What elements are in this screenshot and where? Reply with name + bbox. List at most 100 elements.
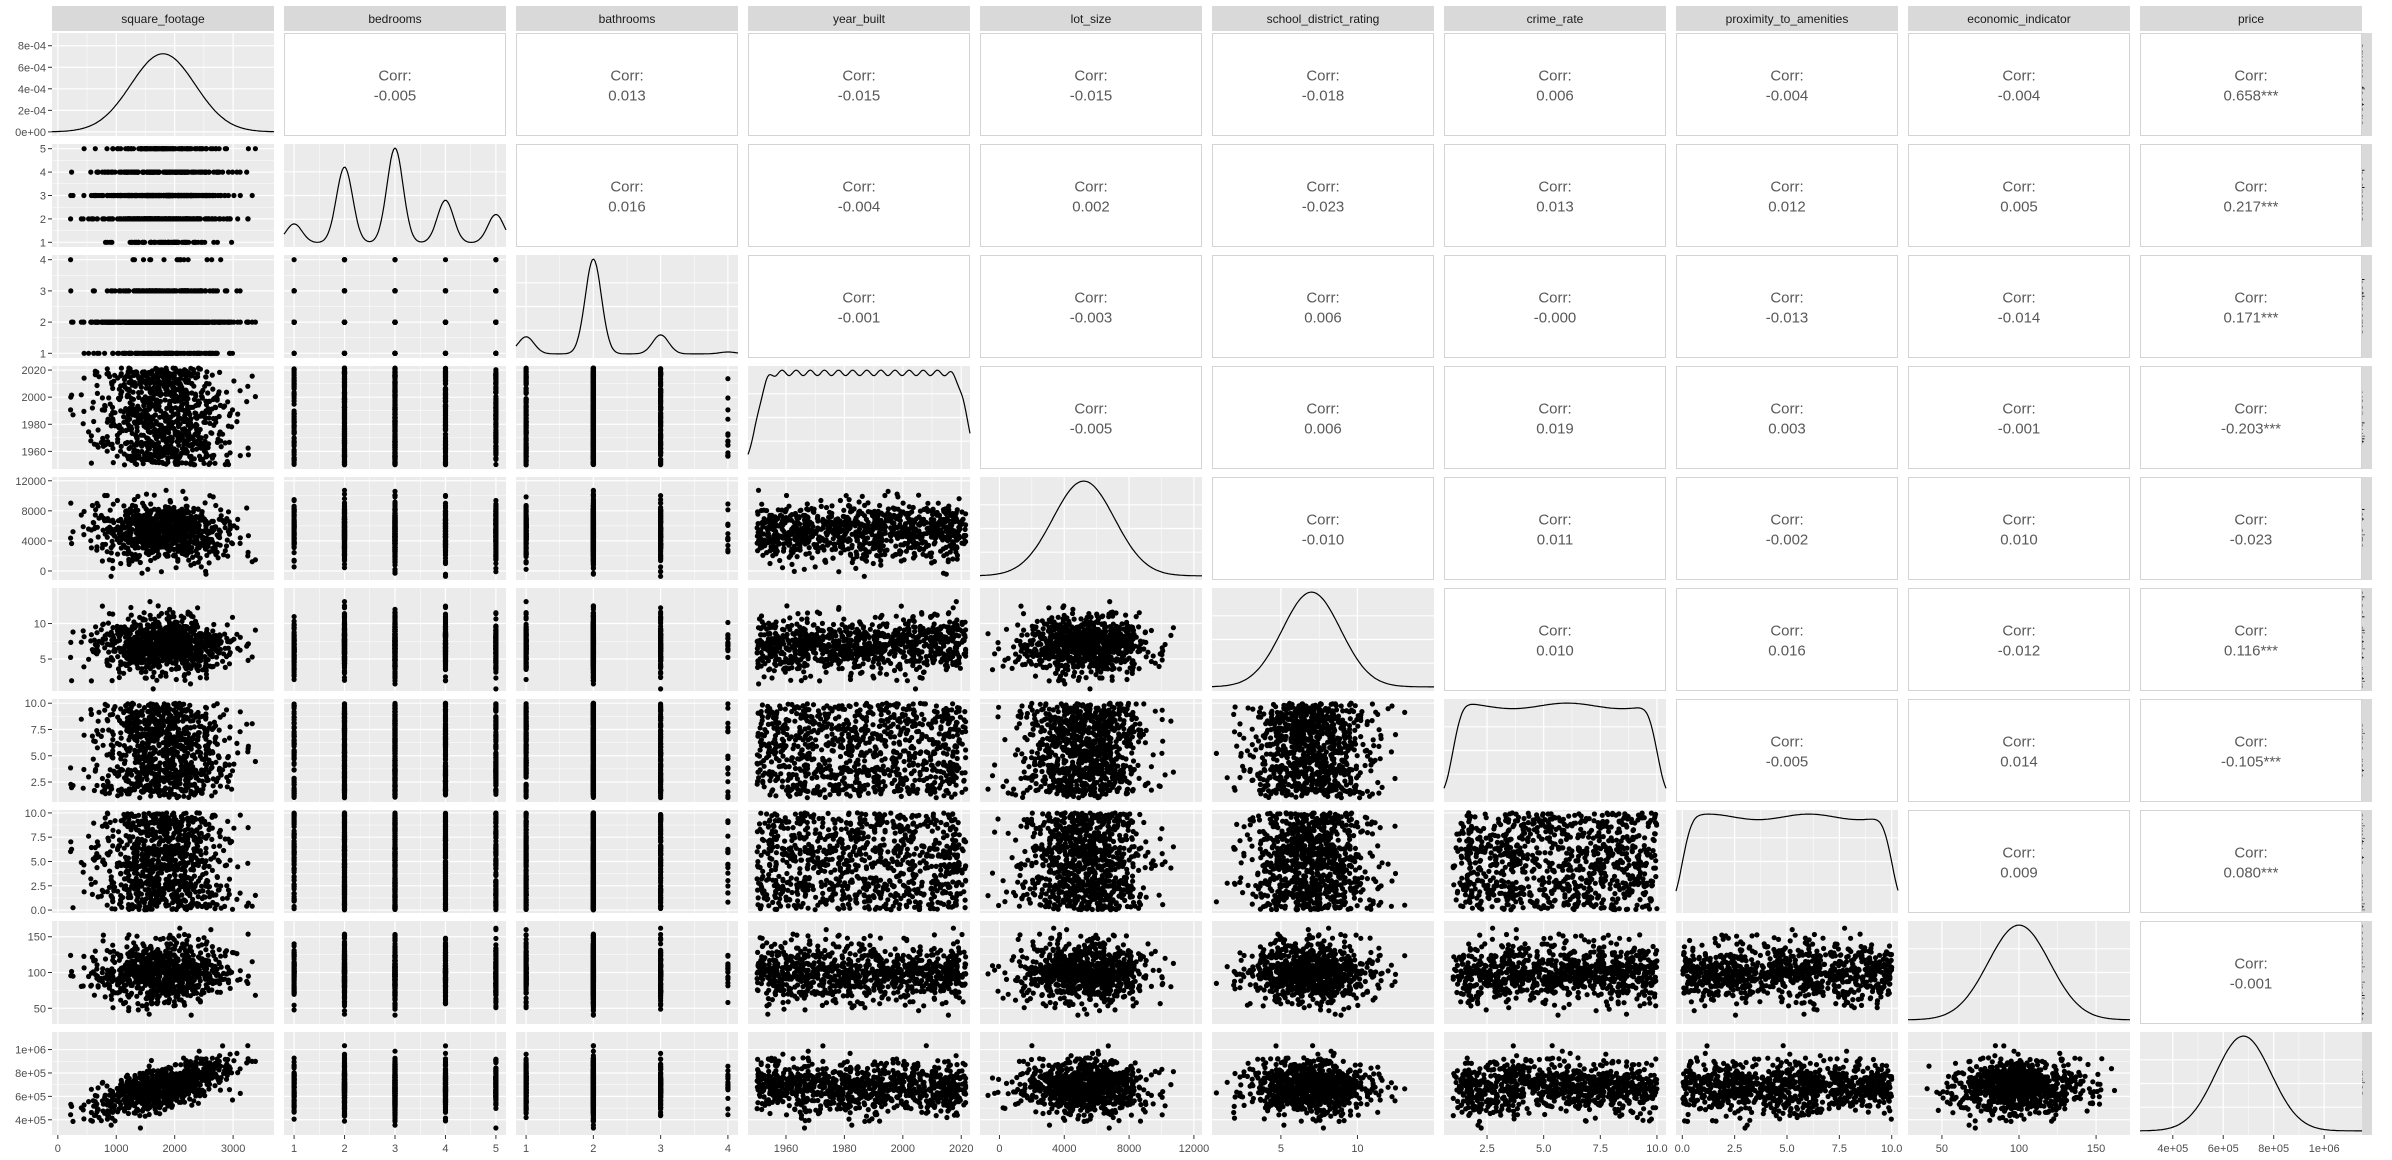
correlation-label: Corr: — [1306, 179, 1339, 196]
data-point — [144, 449, 150, 455]
data-point — [68, 407, 74, 413]
data-point — [172, 430, 178, 436]
data-point — [177, 421, 183, 427]
scatter-panel — [284, 365, 506, 469]
data-point — [493, 319, 499, 325]
data-point — [341, 365, 348, 371]
data-point — [188, 372, 194, 378]
data-point — [341, 454, 348, 461]
correlation-value: -0.003 — [1070, 310, 1113, 327]
data-point — [164, 169, 170, 175]
data-point — [106, 216, 112, 222]
correlation-panel: Corr:0.002 — [980, 144, 1202, 247]
correlation-panel: Corr:-0.005 — [284, 33, 506, 136]
data-point — [88, 460, 94, 466]
data-point — [132, 454, 138, 461]
correlation-panel: Corr:0.658*** — [2140, 33, 2362, 136]
data-point — [163, 216, 169, 222]
data-point — [159, 239, 165, 245]
data-point — [252, 319, 258, 325]
data-point — [121, 462, 128, 468]
data-point — [245, 452, 251, 458]
data-point — [291, 443, 297, 449]
correlation-panel: Corr:-0.015 — [980, 33, 1202, 136]
data-point — [493, 430, 499, 436]
data-point — [152, 432, 158, 438]
data-point — [179, 192, 185, 199]
data-point — [207, 192, 213, 199]
data-point — [213, 146, 219, 152]
data-point — [96, 350, 102, 356]
data-point — [134, 434, 140, 440]
correlation-label: Corr: — [842, 68, 875, 85]
data-point — [144, 192, 150, 199]
correlation-value: 0.016 — [608, 199, 646, 216]
data-point — [201, 350, 207, 356]
data-point — [221, 404, 227, 410]
strip-background — [748, 6, 970, 31]
panel-border — [1212, 144, 1434, 247]
correlation-value: -0.014 — [1998, 310, 2041, 327]
data-point — [118, 319, 124, 325]
correlation-label: Corr: — [1538, 290, 1571, 307]
correlation-label: Corr: — [1306, 68, 1339, 85]
data-point — [70, 319, 76, 325]
column-strip: price — [2140, 6, 2362, 31]
data-point — [157, 414, 163, 420]
strip-background — [1444, 6, 1666, 31]
data-point — [493, 449, 499, 455]
data-point — [206, 461, 212, 467]
data-point — [104, 146, 110, 152]
data-point — [142, 455, 148, 461]
panel-border — [748, 33, 970, 136]
data-point — [725, 407, 731, 413]
correlation-value: -0.023 — [1302, 199, 1345, 216]
data-point — [163, 461, 169, 467]
data-point — [152, 427, 158, 433]
data-point — [194, 415, 200, 421]
panel-border — [1444, 255, 1666, 358]
correlation-value: -0.015 — [838, 88, 881, 105]
data-point — [174, 257, 180, 263]
data-point — [161, 372, 167, 378]
data-point — [139, 411, 145, 417]
correlation-panel: Corr:0.013 — [516, 33, 738, 136]
data-point — [81, 375, 87, 381]
correlation-value: -0.004 — [1766, 88, 1809, 105]
data-point — [139, 373, 146, 379]
data-point — [207, 288, 213, 294]
scatter-panel — [52, 255, 274, 358]
data-point — [442, 380, 449, 387]
data-point — [195, 365, 202, 371]
data-point — [104, 434, 110, 440]
data-point — [191, 169, 197, 175]
data-point — [105, 416, 111, 422]
data-point — [235, 216, 241, 222]
data-point — [99, 395, 105, 401]
data-point — [245, 383, 251, 389]
data-point — [291, 393, 297, 399]
data-point — [94, 382, 100, 389]
data-point — [244, 399, 250, 405]
data-point — [206, 441, 212, 447]
data-point — [70, 412, 76, 418]
data-point — [493, 257, 499, 263]
data-point — [341, 379, 348, 385]
panel-border — [2140, 144, 2362, 247]
data-point — [199, 288, 205, 294]
data-point — [204, 257, 210, 263]
data-point — [493, 415, 499, 422]
correlation-value: -0.018 — [1302, 88, 1345, 105]
data-point — [132, 169, 138, 175]
correlation-label: Corr: — [1770, 179, 1803, 196]
column-strip: school_district_rating — [1212, 6, 1434, 31]
data-point — [168, 216, 174, 222]
data-point — [199, 442, 205, 448]
column-strip-label: square_footage — [121, 12, 205, 26]
data-point — [341, 416, 348, 422]
data-point — [125, 418, 131, 424]
data-point — [159, 381, 165, 387]
data-point — [150, 216, 156, 222]
data-point — [442, 405, 449, 411]
data-point — [212, 404, 218, 410]
